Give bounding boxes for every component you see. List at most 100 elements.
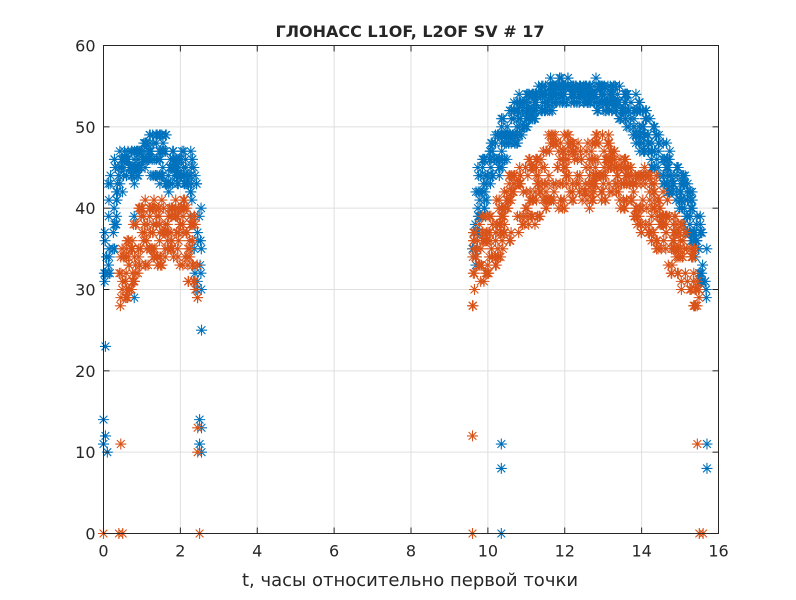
data-point <box>644 186 656 198</box>
data-point <box>192 422 204 434</box>
data-point <box>594 80 606 92</box>
data-point <box>154 153 166 165</box>
data-point <box>691 275 703 287</box>
data-point <box>668 178 680 190</box>
data-point <box>574 170 586 182</box>
data-point <box>480 267 492 279</box>
data-point <box>163 186 175 198</box>
data-point <box>177 210 189 222</box>
series-l2of <box>98 129 709 539</box>
data-point <box>651 235 663 247</box>
data-point <box>605 88 617 100</box>
data-point <box>521 105 533 117</box>
data-point <box>605 162 617 173</box>
data-point <box>104 267 116 279</box>
data-point <box>619 202 631 214</box>
data-point <box>621 170 633 182</box>
data-point <box>477 153 489 165</box>
data-point <box>195 243 207 255</box>
data-point <box>139 137 151 149</box>
data-point <box>691 438 703 450</box>
data-point <box>561 178 573 190</box>
data-point <box>538 178 550 190</box>
data-point <box>171 210 183 222</box>
data-point <box>613 96 625 108</box>
data-point <box>566 137 578 149</box>
data-point <box>675 194 687 206</box>
data-point <box>646 210 658 222</box>
data-point <box>192 446 204 458</box>
data-point <box>171 178 183 190</box>
data-point <box>495 227 507 239</box>
data-point <box>127 162 139 173</box>
data-point <box>184 186 196 198</box>
data-point <box>596 88 608 100</box>
data-point <box>133 251 145 263</box>
data-point <box>111 194 123 206</box>
x-tick-label: 12 <box>555 542 575 561</box>
data-point <box>668 170 680 182</box>
data-point <box>532 178 544 190</box>
data-point <box>554 178 566 190</box>
data-point <box>641 202 653 214</box>
data-point <box>508 170 520 182</box>
data-point <box>127 170 139 182</box>
data-point <box>658 170 670 182</box>
data-point <box>500 202 512 214</box>
data-point <box>555 194 567 206</box>
data-point <box>520 96 532 108</box>
data-point <box>552 162 564 173</box>
data-point <box>183 170 195 182</box>
data-point <box>694 218 706 230</box>
data-point <box>496 235 508 247</box>
data-point <box>105 170 117 182</box>
data-point <box>672 162 684 173</box>
data-point <box>493 194 505 206</box>
x-tick-label: 10 <box>478 542 498 561</box>
data-point <box>140 259 152 271</box>
data-point <box>653 145 665 157</box>
data-point <box>642 227 654 239</box>
data-point <box>110 186 122 198</box>
data-point <box>136 202 148 214</box>
data-point <box>185 162 197 173</box>
data-point <box>128 210 140 222</box>
data-point <box>650 170 662 182</box>
data-point <box>501 186 513 198</box>
data-point <box>485 162 497 173</box>
data-point <box>609 80 621 92</box>
data-point <box>603 137 615 149</box>
data-point <box>514 170 526 182</box>
data-point <box>560 96 572 108</box>
data-point <box>675 275 687 287</box>
data-point <box>678 243 690 255</box>
data-point <box>161 218 173 230</box>
data-point <box>582 137 594 149</box>
data-point <box>554 80 566 92</box>
data-point <box>665 267 677 279</box>
data-point <box>154 178 166 190</box>
data-point <box>128 153 140 165</box>
data-point <box>514 121 526 133</box>
data-point <box>676 202 688 214</box>
data-point <box>477 186 489 198</box>
x-tick-label: 14 <box>631 542 651 561</box>
data-point <box>497 113 509 125</box>
y-tick-label: 50 <box>75 118 95 137</box>
data-point <box>591 153 603 165</box>
data-point <box>475 275 487 287</box>
data-point <box>687 235 699 247</box>
data-point <box>575 145 587 157</box>
data-point <box>560 162 572 173</box>
data-point <box>654 202 666 214</box>
data-point <box>688 267 700 279</box>
data-point <box>662 194 674 206</box>
x-tick-label: 4 <box>252 542 262 561</box>
data-point <box>188 210 200 222</box>
data-point <box>669 210 681 222</box>
data-point <box>173 235 185 247</box>
data-point <box>640 170 652 182</box>
data-point <box>195 267 207 279</box>
data-point <box>484 235 496 247</box>
data-point <box>523 218 535 230</box>
